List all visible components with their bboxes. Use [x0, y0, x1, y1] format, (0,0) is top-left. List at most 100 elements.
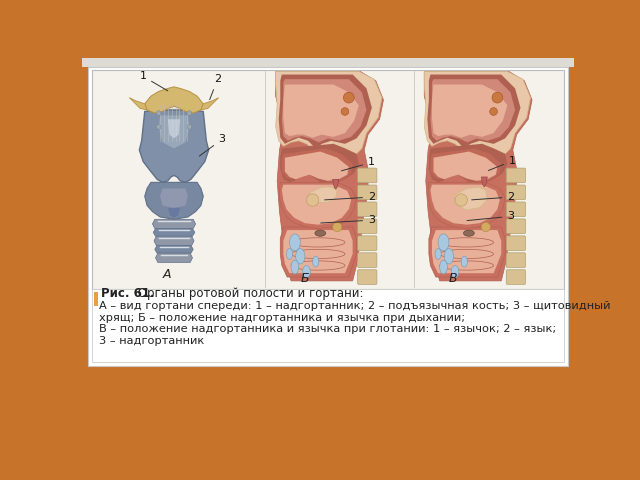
Ellipse shape	[287, 249, 292, 259]
Polygon shape	[276, 72, 383, 281]
Ellipse shape	[303, 265, 310, 278]
FancyBboxPatch shape	[358, 270, 377, 284]
FancyBboxPatch shape	[506, 185, 525, 200]
Polygon shape	[156, 253, 193, 263]
Polygon shape	[428, 182, 505, 228]
Polygon shape	[201, 97, 219, 110]
Polygon shape	[168, 119, 180, 138]
Polygon shape	[429, 144, 508, 185]
Polygon shape	[432, 230, 501, 273]
Text: 3 – надгортанник: 3 – надгортанник	[99, 336, 204, 346]
Polygon shape	[168, 208, 180, 218]
Polygon shape	[159, 115, 189, 148]
Polygon shape	[153, 228, 195, 236]
Polygon shape	[145, 87, 204, 113]
Text: 3: 3	[199, 134, 226, 156]
Text: 1: 1	[140, 71, 168, 91]
FancyBboxPatch shape	[358, 253, 377, 267]
Text: Органы ротовой полости и гортани:: Органы ротовой полости и гортани:	[134, 287, 364, 300]
Circle shape	[156, 111, 161, 115]
FancyBboxPatch shape	[358, 168, 377, 183]
Bar	[92, 70, 564, 289]
Bar	[88, 67, 568, 366]
Polygon shape	[282, 185, 351, 225]
Ellipse shape	[291, 260, 299, 274]
Text: В – положение надгортанника и язычка при глотании: 1 – язычок; 2 – язык;: В – положение надгортанника и язычка при…	[99, 324, 556, 335]
Circle shape	[333, 222, 342, 232]
FancyBboxPatch shape	[506, 253, 525, 267]
Polygon shape	[432, 84, 508, 138]
Polygon shape	[424, 72, 532, 281]
Polygon shape	[282, 148, 353, 182]
FancyBboxPatch shape	[358, 202, 377, 216]
Polygon shape	[280, 144, 359, 185]
Polygon shape	[431, 148, 501, 182]
Circle shape	[307, 194, 319, 206]
Polygon shape	[284, 84, 359, 138]
Polygon shape	[279, 74, 372, 148]
Polygon shape	[152, 219, 196, 228]
Circle shape	[481, 222, 490, 232]
Polygon shape	[154, 236, 194, 245]
Polygon shape	[129, 97, 147, 110]
Polygon shape	[140, 110, 209, 182]
Bar	[157, 104, 191, 142]
Bar	[82, 58, 575, 67]
Circle shape	[344, 92, 354, 103]
Circle shape	[490, 108, 497, 115]
Text: хрящ; Б – положение надгортанника и язычка при дыхании;: хрящ; Б – положение надгортанника и языч…	[99, 313, 465, 323]
Circle shape	[341, 108, 349, 115]
Polygon shape	[280, 227, 356, 277]
Polygon shape	[285, 152, 349, 181]
Ellipse shape	[435, 249, 441, 259]
Ellipse shape	[451, 265, 459, 278]
Circle shape	[492, 92, 503, 103]
Bar	[82, 366, 575, 427]
Polygon shape	[481, 177, 488, 187]
FancyBboxPatch shape	[358, 185, 377, 200]
Text: 2: 2	[324, 192, 375, 202]
Ellipse shape	[463, 230, 474, 236]
Text: 1: 1	[342, 157, 375, 171]
Text: 3: 3	[321, 215, 375, 225]
Ellipse shape	[289, 234, 300, 251]
FancyBboxPatch shape	[358, 236, 377, 251]
Polygon shape	[333, 179, 339, 189]
Polygon shape	[155, 245, 193, 253]
FancyBboxPatch shape	[506, 202, 525, 216]
Text: Б: Б	[300, 273, 309, 286]
Ellipse shape	[315, 230, 326, 236]
Text: А: А	[163, 268, 171, 281]
Polygon shape	[276, 72, 382, 154]
Text: 1: 1	[488, 156, 516, 170]
Polygon shape	[429, 227, 505, 277]
Polygon shape	[284, 230, 353, 273]
Circle shape	[187, 111, 192, 115]
FancyBboxPatch shape	[358, 219, 377, 234]
Polygon shape	[433, 152, 497, 181]
FancyBboxPatch shape	[506, 168, 525, 183]
FancyBboxPatch shape	[506, 236, 525, 251]
FancyBboxPatch shape	[506, 270, 525, 284]
Polygon shape	[145, 182, 204, 219]
Polygon shape	[280, 182, 356, 228]
Ellipse shape	[296, 249, 305, 264]
Circle shape	[187, 125, 192, 129]
Ellipse shape	[438, 234, 449, 251]
Text: В: В	[449, 273, 458, 286]
Ellipse shape	[444, 249, 454, 264]
Ellipse shape	[440, 260, 447, 274]
Polygon shape	[431, 79, 515, 142]
Polygon shape	[308, 187, 337, 203]
Text: Рис. 61.: Рис. 61.	[101, 287, 154, 300]
Polygon shape	[455, 187, 488, 210]
Circle shape	[455, 194, 467, 206]
Text: 2: 2	[210, 74, 221, 100]
Circle shape	[156, 125, 161, 129]
Ellipse shape	[312, 256, 319, 267]
Bar	[92, 288, 564, 362]
Polygon shape	[282, 79, 367, 142]
Text: 2: 2	[472, 192, 515, 202]
FancyBboxPatch shape	[506, 219, 525, 234]
Polygon shape	[160, 189, 188, 208]
